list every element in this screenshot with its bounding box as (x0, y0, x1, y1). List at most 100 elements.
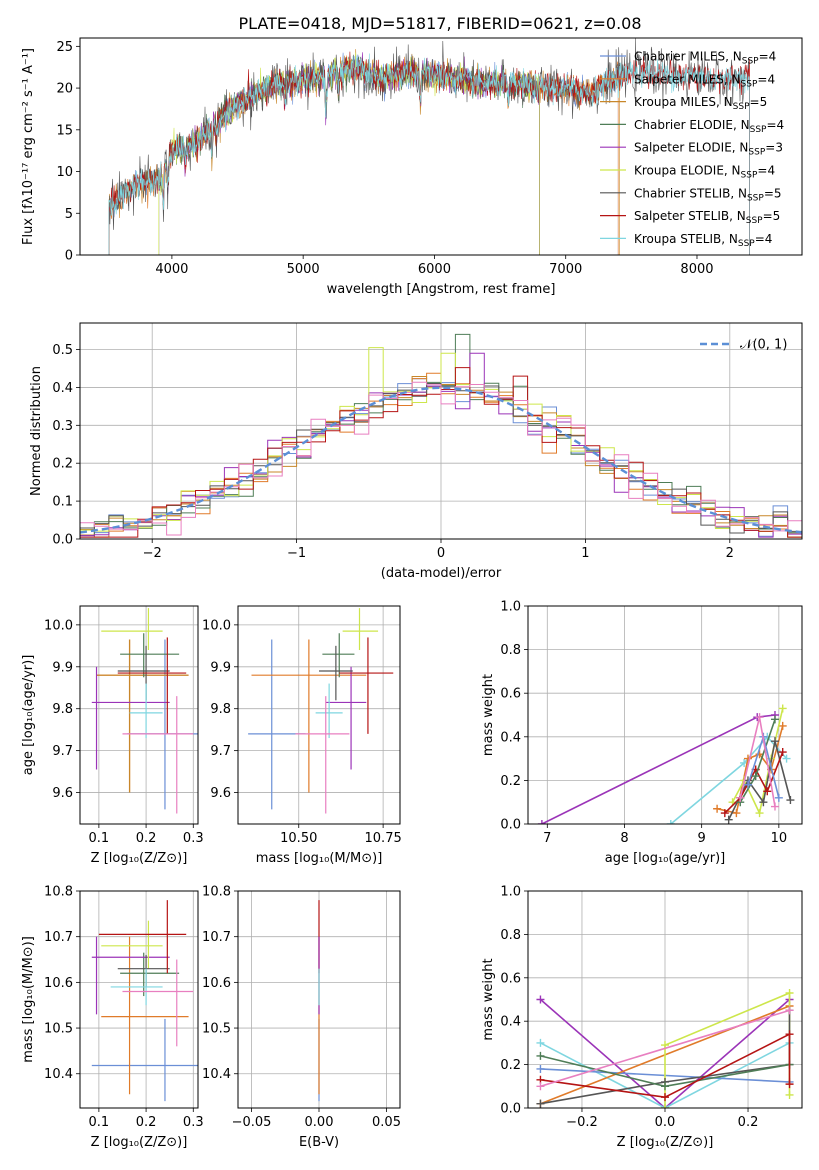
weight-line (539, 998, 791, 1108)
normal-curve (80, 386, 802, 534)
legend-label: Kroupa MILES, NSSP=5 (634, 95, 767, 112)
y-tick-label: 0 (65, 249, 73, 264)
weight-marker (661, 1093, 669, 1102)
y-tick-label: 9.9 (52, 660, 73, 675)
weight-line (541, 714, 776, 824)
y-tick-label: 10.4 (202, 1067, 231, 1082)
weight-marker (536, 1038, 545, 1047)
weight-marker (755, 713, 764, 722)
x-tick-label: 0.00 (305, 1115, 334, 1130)
x-tick-label: 10 (771, 831, 788, 846)
weight_vs_age-data (537, 704, 795, 824)
y-tick-label: 0.6 (500, 971, 521, 986)
weight-marker (785, 1006, 794, 1015)
weight-marker (755, 750, 764, 759)
weight-marker (536, 1099, 545, 1108)
y-axis-label: mass weight (481, 674, 496, 756)
x-tick-label: 6000 (418, 262, 451, 277)
x-axis-label: Z [log₁₀(Z/Z⊙)] (91, 1135, 188, 1150)
x-tick-label: 0.3 (183, 831, 204, 846)
mass_vs_Z-panel: 0.1 0.2 0.3 10.4 10.5 10.6 10.7 10.8 Z [log₁₀(Z/… (21, 885, 204, 1151)
x-tick-label: 4000 (155, 262, 188, 277)
axes-frame (527, 605, 803, 825)
y-tick-label: 0.0 (52, 533, 73, 548)
y-tick-label: 0.2 (52, 457, 73, 472)
weight-marker (770, 737, 779, 746)
weight-marker (537, 820, 546, 824)
y-tick-label: 0.3 (52, 419, 73, 434)
y-tick-label: 0.6 (500, 687, 521, 702)
x-axis-label: mass [log₁₀(M/M⊙)] (256, 851, 383, 866)
y-axis-label: age [log₁₀(age/yr)] (21, 655, 36, 776)
x-tick-label: 10.50 (280, 831, 317, 846)
x-tick-label: 0.05 (372, 1115, 401, 1130)
x-tick-label: 0.2 (136, 1115, 157, 1130)
weight-marker (536, 1051, 545, 1060)
x-tick-label: 7 (543, 831, 551, 846)
y-tick-label: 10.8 (44, 885, 73, 900)
y-tick-label: 0.0 (500, 1102, 521, 1117)
legend-label: Chabrier ELODIE, NSSP=4 (634, 118, 784, 135)
y-tick-label: 9.9 (210, 660, 231, 675)
x-tick-label: 9 (698, 831, 706, 846)
axes-frame (79, 890, 199, 1109)
mass_vs_Z-data (91, 900, 198, 1102)
y-tick-label: 10.0 (202, 618, 231, 633)
y-axis-label: mass [log₁₀(M/M⊙)] (21, 936, 36, 1063)
y-tick-label: 10.4 (44, 1067, 73, 1082)
x-axis-label: (data-model)/error (381, 566, 502, 581)
age_vs_mass-data (248, 608, 394, 814)
axes-frame (79, 37, 803, 256)
axes-frame (79, 322, 803, 540)
x-axis-label: Z [log₁₀(Z/Z⊙)] (91, 851, 188, 866)
x-axis-label: E(B-V) (299, 1135, 339, 1150)
y-tick-label: 10.5 (202, 1022, 231, 1037)
y-tick-label: 10.7 (44, 930, 73, 945)
x-axis-label: wavelength [Angstrom, rest frame] (327, 282, 556, 297)
y-tick-label: 0.0 (500, 818, 521, 833)
y-tick-label: 10.6 (202, 976, 231, 991)
y-tick-label: 0.5 (52, 343, 73, 358)
weight-marker (713, 804, 722, 813)
weight-marker (785, 1030, 794, 1039)
weight-marker (755, 809, 764, 818)
spectrum-data (108, 38, 750, 255)
weight_vs_age-panel: 7 8 9 10 0.0 0.2 0.4 0.6 0.8 1.0 age [log₁₀(age/yr… (481, 600, 803, 866)
x-tick-label: −0.05 (232, 1115, 272, 1130)
legend-label: Salpeter ELODIE, NSSP=3 (634, 141, 783, 158)
weight-marker (736, 793, 745, 802)
x-tick-label: 2 (726, 546, 734, 561)
axes-frame (79, 605, 199, 825)
y-tick-label: 0.2 (500, 774, 521, 789)
legend-label: Kroupa ELODIE, NSSP=4 (634, 164, 775, 181)
y-tick-label: 5 (65, 207, 73, 222)
y-tick-label: 20 (56, 82, 73, 97)
histogram-pink (80, 381, 802, 538)
y-tick-label: 0.2 (500, 1058, 521, 1073)
x-axis-label: Z [log₁₀(Z/Z⊙)] (617, 1135, 714, 1150)
legend-label: Chabrier MILES, NSSP=4 (634, 50, 776, 67)
y-tick-label: 10.7 (202, 930, 231, 945)
y-tick-label: 9.8 (210, 702, 231, 717)
y-tick-label: 10.6 (44, 976, 73, 991)
axes-frame (237, 890, 401, 1109)
x-tick-label: 0.1 (89, 831, 110, 846)
figure-title: PLATE=0418, MJD=51817, FIBERID=0621, z=0… (238, 14, 641, 33)
y-tick-label: 10.5 (44, 1022, 73, 1037)
x-tick-label: −2 (143, 546, 162, 561)
spectrum-legend: Chabrier MILES, NSSP=4 Salpeter MILES, NS… (600, 50, 784, 249)
y-tick-label: 1.0 (500, 600, 521, 615)
weight-marker (720, 809, 729, 818)
legend-label: Chabrier STELIB, NSSP=5 (634, 186, 782, 203)
age_vs_Z-data (91, 608, 198, 814)
axes-frame (237, 605, 401, 825)
y-tick-label: 9.6 (210, 786, 231, 801)
x-tick-label: 7000 (549, 262, 582, 277)
x-tick-label: −1 (287, 546, 306, 561)
x-tick-label: 0.2 (738, 1115, 759, 1130)
weight-marker (536, 1082, 545, 1091)
mass_vs_EBV-panel: −0.05 0.00 0.05 10.4 10.5 10.6 10.7 10.8 E(B-V) (202, 885, 401, 1151)
weight-line (716, 725, 784, 815)
y-tick-label: 9.8 (52, 702, 73, 717)
